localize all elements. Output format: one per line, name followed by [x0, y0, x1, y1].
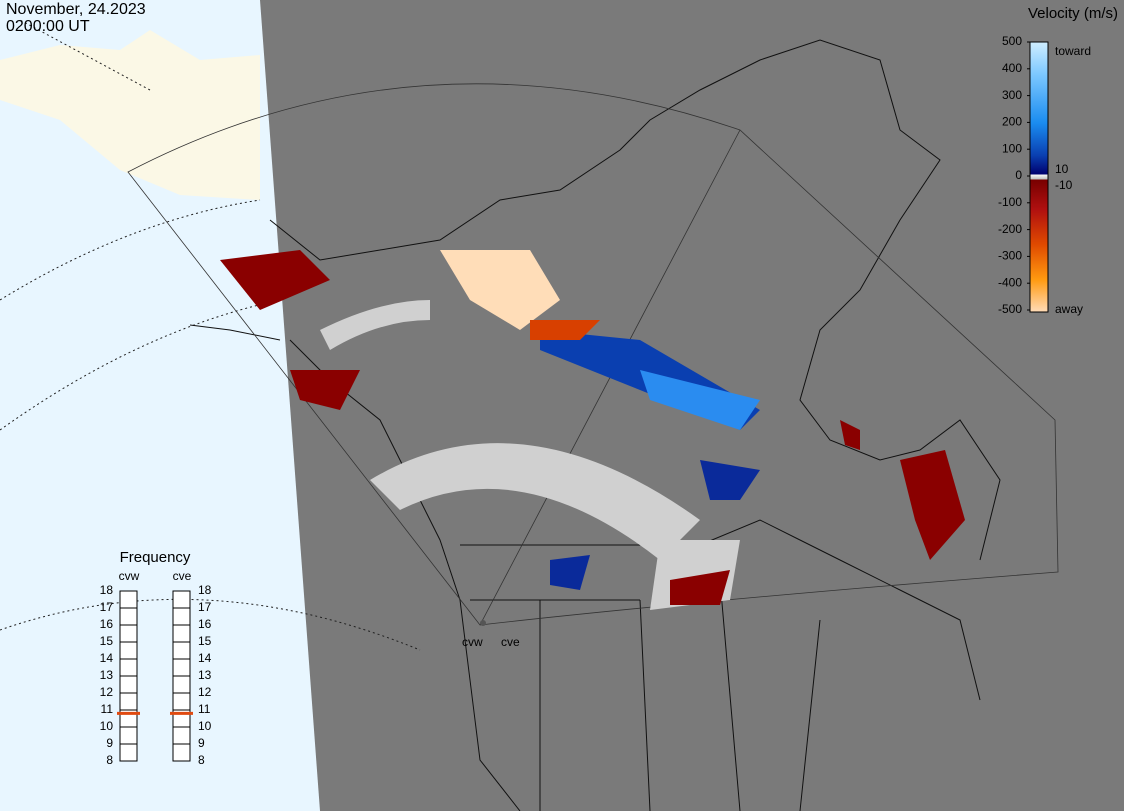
colorbar-tick-label: 300 — [1002, 88, 1022, 102]
colorbar-tick-label: 10 — [1055, 162, 1069, 176]
frequency-tick-label: 8 — [106, 753, 113, 767]
radar-site — [480, 620, 486, 626]
frequency-tick-label: 9 — [198, 736, 205, 750]
frequency-tick-label: 13 — [198, 668, 212, 682]
colorbar-tick-label: 0 — [1015, 168, 1022, 182]
colorbar-end-label: away — [1055, 302, 1083, 316]
frequency-tick-label: 15 — [100, 634, 114, 648]
colorbar — [1029, 41, 1049, 313]
frequency-tick-label: 12 — [100, 685, 114, 699]
colorbar-tick-label: -100 — [998, 195, 1022, 209]
radar-label: cvw — [462, 635, 483, 649]
frequency-title: Frequency — [120, 549, 191, 566]
radar-label: cve — [501, 635, 520, 649]
frequency-tick-label: 13 — [100, 668, 114, 682]
colorbar-tick-label: -300 — [998, 249, 1022, 263]
colorbar-tick-label: -10 — [1055, 178, 1073, 192]
frequency-tick-label: 18 — [198, 583, 212, 597]
frequency-tick-label: 8 — [198, 753, 205, 767]
colorbar-tick-label: -200 — [998, 222, 1022, 236]
latitude-lines — [0, 19, 421, 651]
frequency-tick-label: 18 — [100, 583, 114, 597]
frequency-tick-label: 11 — [198, 702, 211, 716]
colorbar-tick-label: -400 — [998, 275, 1022, 289]
time: 0200:00 UT — [6, 18, 90, 35]
frequency-tick-label: 15 — [198, 634, 212, 648]
radar-name: cvw — [119, 569, 140, 583]
colorbar-tick-label: -500 — [998, 302, 1022, 316]
frequency-tick-label: 17 — [198, 600, 212, 614]
land-day — [0, 30, 260, 200]
colorbar-tick-label: 100 — [1002, 141, 1022, 155]
frequency-tick-label: 16 — [100, 617, 114, 631]
colorbar-tick-label: 200 — [1002, 115, 1022, 129]
date: November, 24.2023 — [6, 1, 146, 18]
frequency-tick-label: 14 — [100, 651, 114, 665]
radar-name: cve — [173, 569, 192, 583]
frequency-tick-label: 9 — [106, 736, 113, 750]
frequency-tick-label: 10 — [100, 719, 114, 733]
frequency-tick-label: 17 — [100, 600, 114, 614]
frequency-tick-label: 14 — [198, 651, 212, 665]
scatter-echoes — [220, 250, 965, 610]
frequency-tick-label: 16 — [198, 617, 212, 631]
colorbar-tick-label: 500 — [1002, 34, 1022, 48]
colorbar-end-label: toward — [1055, 44, 1091, 58]
colorbar-title: Velocity (m/s) — [1028, 5, 1118, 22]
frequency-tick-label: 11 — [101, 702, 114, 716]
colorbar-tick-label: 400 — [1002, 61, 1022, 75]
frequency-tick-label: 10 — [198, 719, 212, 733]
frequency-tick-label: 12 — [198, 685, 212, 699]
